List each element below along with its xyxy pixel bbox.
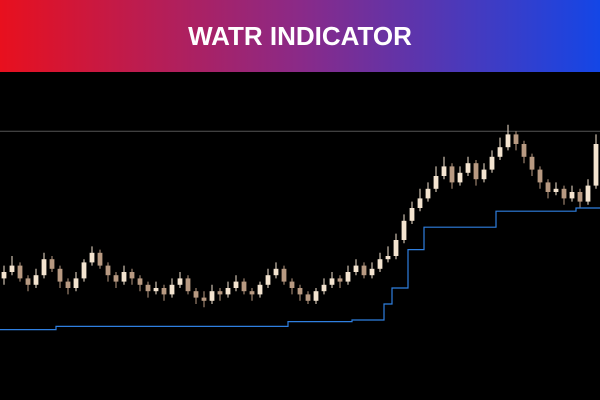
candle-body bbox=[1, 272, 7, 279]
title-banner bbox=[0, 0, 600, 72]
candle-body bbox=[353, 265, 359, 272]
candle-body bbox=[393, 240, 399, 256]
candle-body bbox=[313, 291, 319, 301]
candle-body bbox=[153, 288, 159, 292]
candle-body bbox=[297, 288, 303, 295]
candle-body bbox=[545, 182, 551, 192]
candle-body bbox=[89, 252, 95, 263]
candle-body bbox=[65, 281, 71, 288]
candle-body bbox=[321, 284, 327, 292]
candle-body bbox=[481, 169, 487, 180]
candle-body bbox=[337, 278, 343, 282]
candle-body bbox=[161, 288, 167, 295]
candle-body bbox=[305, 294, 311, 301]
candle-body bbox=[209, 291, 215, 301]
candle-body bbox=[433, 176, 439, 189]
candle-body bbox=[449, 166, 455, 183]
candle-body bbox=[233, 281, 239, 288]
candle-body bbox=[169, 284, 175, 295]
candle-body bbox=[241, 281, 247, 292]
candle-body bbox=[17, 265, 23, 279]
candle-body bbox=[537, 169, 543, 183]
chart-title: WATR INDICATOR bbox=[188, 21, 412, 51]
candle-body bbox=[177, 278, 183, 285]
candle-body bbox=[369, 268, 375, 276]
candle-body bbox=[361, 265, 367, 276]
candle-body bbox=[249, 291, 255, 295]
candle-body bbox=[185, 278, 191, 292]
candle-body bbox=[105, 265, 111, 276]
candle-body bbox=[569, 192, 575, 199]
candle-body bbox=[409, 208, 415, 221]
candle-body bbox=[401, 220, 407, 240]
candle-body bbox=[25, 278, 31, 285]
candle-body bbox=[113, 275, 119, 282]
candle-body bbox=[441, 166, 447, 176]
candle-body bbox=[529, 156, 535, 170]
candle-body bbox=[265, 275, 271, 285]
candle-body bbox=[521, 144, 527, 157]
candle-body bbox=[457, 172, 463, 183]
candle-body bbox=[377, 259, 383, 269]
candle-body bbox=[129, 272, 135, 279]
candle-body bbox=[505, 134, 511, 148]
candle-body bbox=[513, 134, 519, 144]
candle-body bbox=[33, 275, 39, 285]
candle-body bbox=[73, 278, 79, 288]
candle-body bbox=[145, 284, 151, 292]
candle-body bbox=[193, 291, 199, 298]
candle-body bbox=[289, 281, 295, 288]
candle-body bbox=[489, 156, 495, 170]
candle-body bbox=[577, 192, 583, 202]
candle-body bbox=[257, 284, 263, 295]
candle-body bbox=[9, 265, 15, 272]
candle-body bbox=[465, 163, 471, 173]
watr-line bbox=[0, 207, 600, 331]
candle-body bbox=[121, 272, 127, 282]
candle-body bbox=[553, 188, 559, 192]
candle-body bbox=[585, 185, 591, 202]
candle-body bbox=[81, 262, 87, 279]
candle-body bbox=[281, 268, 287, 282]
candle-body bbox=[385, 256, 391, 260]
candle-body bbox=[497, 147, 503, 157]
candle-body bbox=[57, 268, 63, 282]
candle-body bbox=[273, 268, 279, 276]
candle-body bbox=[41, 259, 47, 276]
candle-body bbox=[561, 188, 567, 199]
candle-body bbox=[417, 198, 423, 208]
candle-body bbox=[49, 259, 55, 269]
candle-body bbox=[217, 291, 223, 295]
candle-body bbox=[593, 144, 599, 186]
candle-body bbox=[137, 278, 143, 285]
candle-body bbox=[201, 297, 207, 301]
candle-body bbox=[225, 288, 231, 295]
candle-body bbox=[329, 278, 335, 285]
candle-body bbox=[473, 163, 479, 180]
candle-body bbox=[97, 252, 103, 266]
candle-body bbox=[345, 272, 351, 282]
candle-body bbox=[425, 188, 431, 199]
